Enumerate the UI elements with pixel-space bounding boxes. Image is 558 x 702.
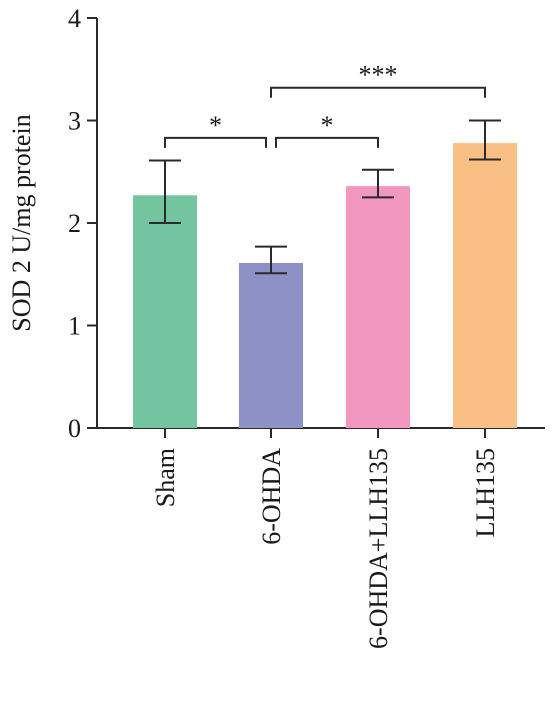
significance-label: *** (359, 61, 398, 90)
y-ticks: 0 1 2 3 4 (68, 4, 97, 443)
significance-brackets: * **** (164, 61, 486, 148)
y-tick-label: 0 (68, 414, 81, 443)
y-tick-label: 1 (68, 312, 81, 341)
significance-label: * (321, 111, 334, 140)
y-tick-label: 3 (68, 107, 81, 136)
significance-label: * (209, 111, 222, 140)
error-bars (149, 119, 501, 275)
x-ticks: Sham 6-OHDA 6-OHDA+LLH135 LLH135 (151, 428, 500, 649)
bar-6-ohda-llh135 (346, 186, 410, 428)
x-tick-label: 6-OHDA (257, 448, 286, 545)
bar-6-ohda (239, 262, 303, 428)
significance-bracket (275, 136, 379, 148)
y-axis-label: SOD 2 U/mg protein (7, 114, 36, 331)
bars (133, 143, 517, 429)
x-tick-label: LLH135 (471, 448, 500, 538)
x-tick-label: 6-OHDA+LLH135 (364, 448, 393, 649)
y-tick-label: 4 (68, 4, 81, 33)
bar-llh135 (453, 143, 517, 429)
bar-sham (133, 195, 197, 428)
y-tick-label: 2 (68, 209, 81, 238)
significance-bracket (164, 136, 267, 148)
significance-bracket (270, 86, 486, 98)
x-tick-label: Sham (151, 448, 180, 507)
